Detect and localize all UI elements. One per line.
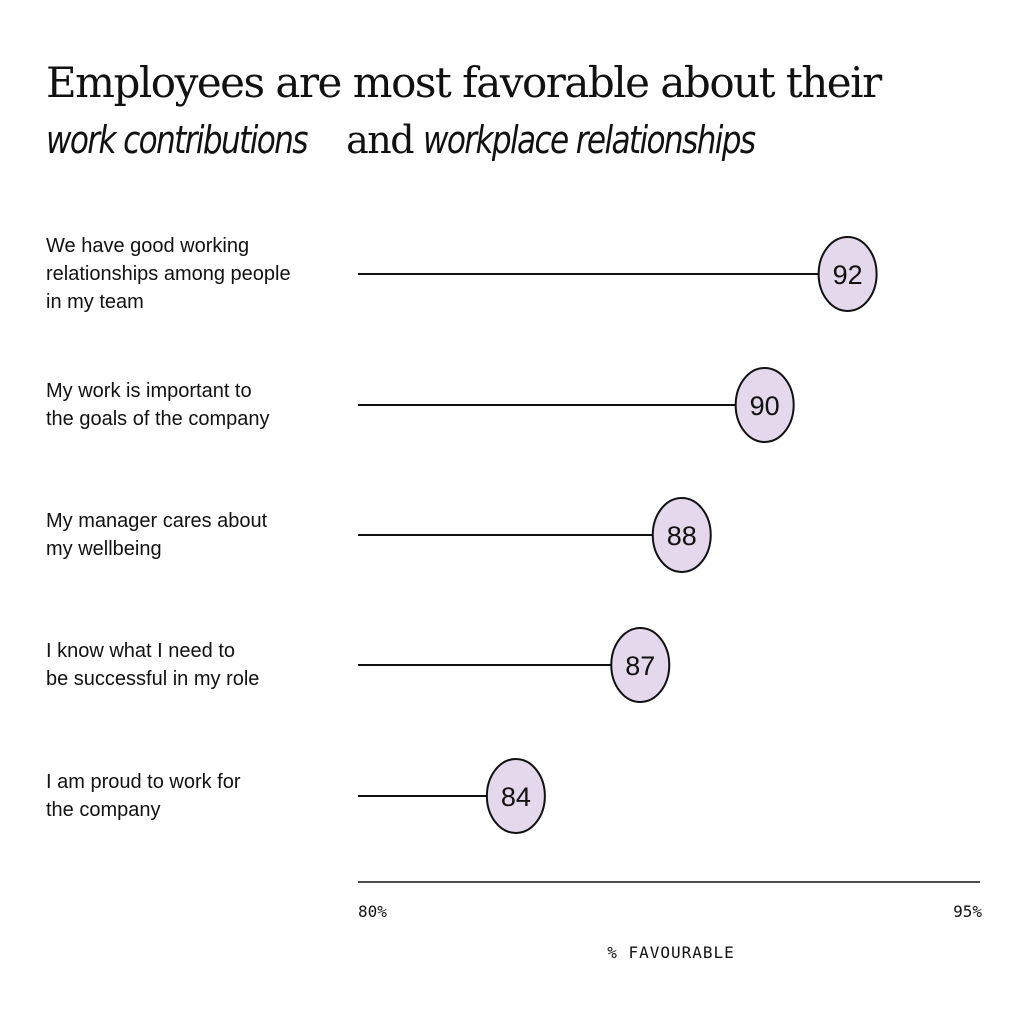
- row-label-line: relationships among people: [46, 263, 291, 285]
- row-label-line: We have good working: [46, 235, 249, 257]
- chart-title-line1: Employees are most favorable about their: [46, 58, 882, 107]
- row-label-line: I am proud to work for: [46, 771, 241, 793]
- row-label-line: I know what I need to: [46, 640, 235, 662]
- chart-row: My work is important to the goals of the …: [46, 367, 795, 443]
- chart-row: My manager cares about my wellbeing 88: [46, 497, 712, 573]
- row-label-line: My manager cares about: [46, 510, 268, 532]
- chart-title-line2: work contributions and workplace relations…: [46, 118, 827, 165]
- row-label-line: in my team: [46, 291, 144, 313]
- title-highlight-workplace-relationships: workplace relationships: [423, 118, 756, 162]
- row-label-line: be successful in my role: [46, 668, 259, 690]
- chart-row: I know what I need to be successful in my…: [46, 627, 671, 703]
- value-label: 84: [501, 782, 531, 812]
- value-label: 92: [833, 260, 863, 290]
- title-connector: and: [346, 118, 414, 162]
- row-label-line: My work is important to: [46, 380, 252, 402]
- x-axis-ticks: 80% 95%: [358, 902, 982, 921]
- row-label-line: the goals of the company: [46, 408, 269, 430]
- x-axis-label: % FAVOURABLE: [607, 943, 735, 962]
- value-bubble: [817, 236, 878, 312]
- x-tick-label: 95%: [953, 902, 982, 921]
- value-bubble: [734, 367, 795, 443]
- x-tick-label: 80%: [358, 902, 387, 921]
- value-label: 87: [625, 651, 655, 681]
- value-bubble: [610, 627, 671, 703]
- chart-rows: We have good working relationships among …: [46, 235, 878, 834]
- value-bubble: [651, 497, 712, 573]
- row-label-line: the company: [46, 799, 161, 821]
- row-label-line: my wellbeing: [46, 538, 162, 560]
- chart-row: I am proud to work for the company 84: [46, 758, 546, 834]
- value-label: 90: [750, 391, 780, 421]
- title-highlight-work-contributions: work contributions: [46, 118, 309, 162]
- value-bubble: [485, 758, 546, 834]
- chart-row: We have good working relationships among …: [46, 235, 878, 313]
- value-label: 88: [667, 521, 697, 551]
